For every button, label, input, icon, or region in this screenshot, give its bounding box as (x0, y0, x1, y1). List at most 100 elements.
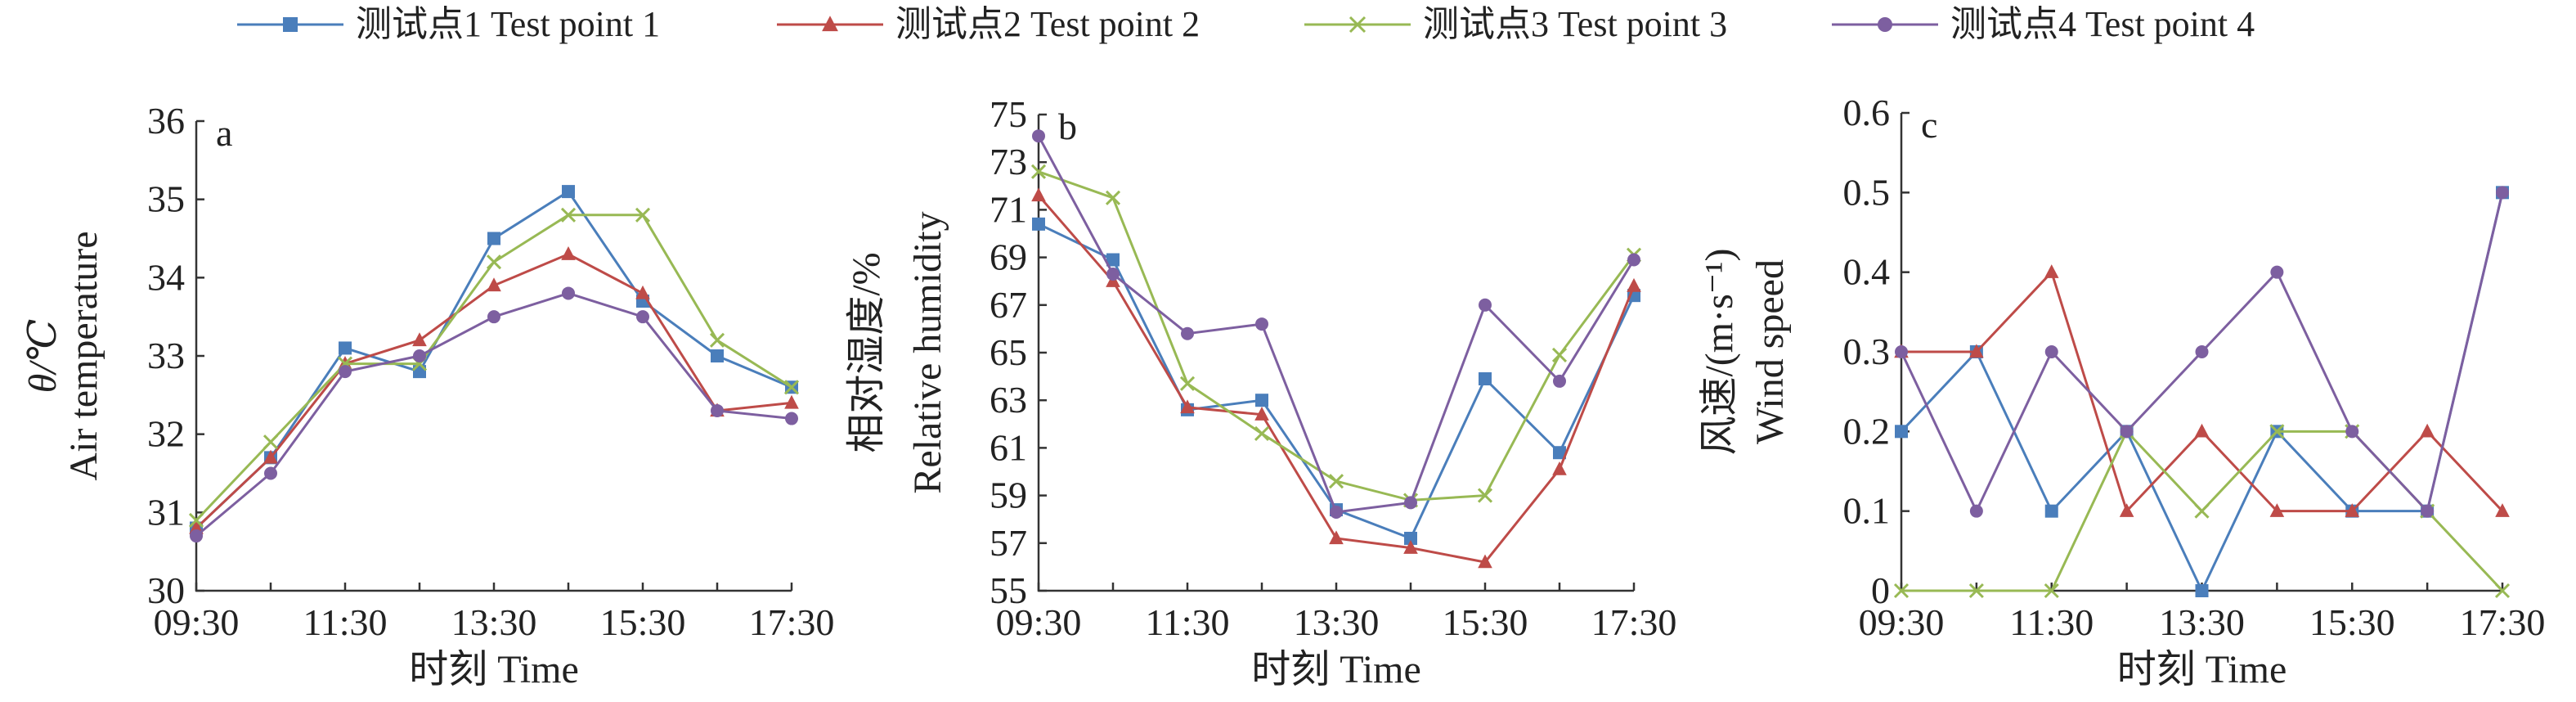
x-tick-label: 13:30 (451, 601, 537, 643)
data-point (1404, 531, 1417, 545)
y-tick-label: 30 (147, 569, 185, 611)
data-point (1551, 347, 1568, 362)
y-tick-label: 0.1 (1843, 490, 1891, 532)
data-point (1627, 253, 1640, 267)
data-point (1180, 399, 1195, 414)
series-2 (1894, 264, 2510, 517)
data-point (412, 332, 427, 347)
data-point (785, 412, 798, 425)
series-line (1037, 135, 1636, 514)
data-point (1031, 187, 1046, 202)
x-tick-label: 17:30 (749, 601, 835, 643)
data-point (2194, 503, 2210, 519)
series-4 (1032, 129, 1640, 519)
data-point (1969, 344, 1984, 358)
panel-label: b (1058, 106, 1077, 147)
y-tick-label: 31 (147, 491, 185, 533)
data-point (1030, 164, 1047, 179)
series-1 (1895, 186, 2509, 597)
y-tick-label: 73 (990, 141, 1027, 182)
axis-lines (195, 121, 792, 592)
data-point (263, 434, 279, 450)
data-point (1403, 540, 1418, 554)
data-point (1032, 129, 1045, 143)
series-1 (1032, 217, 1640, 545)
data-point (2044, 583, 2059, 599)
y-tick-label: 34 (147, 256, 185, 298)
data-point (1895, 425, 1908, 439)
data-point (2345, 503, 2360, 517)
legend-marker (822, 16, 838, 32)
data-point (1627, 277, 1641, 292)
series-3 (1030, 164, 1642, 508)
y-tick-label: 35 (147, 178, 185, 220)
data-point (2496, 186, 2509, 200)
data-point (1330, 505, 1343, 519)
data-point (2044, 264, 2059, 278)
data-point (1179, 376, 1196, 391)
data-point (1106, 267, 1120, 281)
data-point (711, 403, 724, 417)
data-point (263, 449, 278, 464)
legend-item: 测试点4 Test point 4 (1832, 4, 2255, 44)
legend-item: 测试点2 Test point 2 (777, 4, 1200, 44)
data-point (2269, 424, 2285, 439)
y-tick-label: 65 (990, 331, 1027, 373)
y-tick-label: 0.5 (1843, 171, 1891, 213)
data-point (190, 529, 203, 543)
legend-item: 测试点1 Test point 1 (237, 4, 660, 44)
data-point (2494, 583, 2511, 599)
y-axis-label-primary: 风速/(m·s⁻¹) (1698, 248, 1741, 455)
x-tick-label: 11:30 (2009, 601, 2094, 643)
data-point (562, 286, 575, 300)
series-4 (190, 286, 798, 543)
data-point (1254, 407, 1269, 421)
chart-panel-a: 30 31 32 33 34 35 36 09:30 11:30 13:30 15:30 17:30 时… (21, 100, 834, 691)
y-tick-label: 0.3 (1843, 331, 1891, 372)
chart-panel-b: 55 57 59 61 63 65 67 69 71 73 75 09:30 11:30 13:30 15:… (845, 93, 1676, 691)
data-point (1553, 446, 1566, 460)
data-point (1404, 496, 1417, 510)
x-tick-label: 17:30 (2460, 601, 2546, 643)
data-point (487, 277, 501, 292)
data-point (1969, 504, 1983, 518)
legend-item: 测试点3 Test point 3 (1304, 4, 1727, 44)
data-point (487, 232, 500, 245)
data-point (1032, 217, 1045, 231)
data-point (1181, 326, 1194, 340)
data-point (1329, 530, 1344, 545)
chart-panel-c: 0 0.1 0.2 0.3 0.4 0.5 0.6 09:30 11:30 13:30 15:30 1… (1698, 92, 2545, 691)
data-point (2420, 423, 2435, 438)
x-tick-label: 17:30 (1591, 601, 1677, 643)
y-tick-label: 0 (1871, 569, 1890, 611)
data-point (1553, 374, 1566, 388)
data-point (264, 466, 277, 480)
series-2 (1031, 187, 1641, 569)
panel-label: a (216, 112, 232, 154)
y-tick-label: 55 (990, 569, 1027, 611)
y-tick-label: 57 (990, 522, 1027, 564)
x-tick-label: 09:30 (154, 601, 240, 643)
data-point (1478, 554, 1492, 569)
y-axis-label: Relative humidity (906, 211, 949, 493)
y-tick-label: 33 (147, 335, 185, 376)
data-point (2269, 503, 2285, 517)
y-axis-label-primary: 相对湿度/% (845, 252, 888, 452)
data-point (784, 394, 799, 409)
legend-marker (1878, 17, 1892, 32)
data-point (1893, 583, 1910, 599)
legend-label: 测试点3 Test point 3 (1423, 4, 1727, 44)
panel-label: c (1921, 104, 1937, 146)
legend-label: 测试点2 Test point 2 (895, 4, 1200, 44)
y-tick-label: 67 (990, 284, 1027, 326)
data-point (2270, 265, 2284, 279)
y-tick-label: 63 (990, 379, 1027, 421)
series-4 (1895, 186, 2509, 518)
data-point (2495, 503, 2510, 517)
data-point (1254, 425, 1270, 442)
data-point (1328, 474, 1344, 489)
data-point (2044, 504, 2058, 518)
data-point (711, 349, 724, 362)
y-tick-label: 32 (147, 413, 185, 455)
